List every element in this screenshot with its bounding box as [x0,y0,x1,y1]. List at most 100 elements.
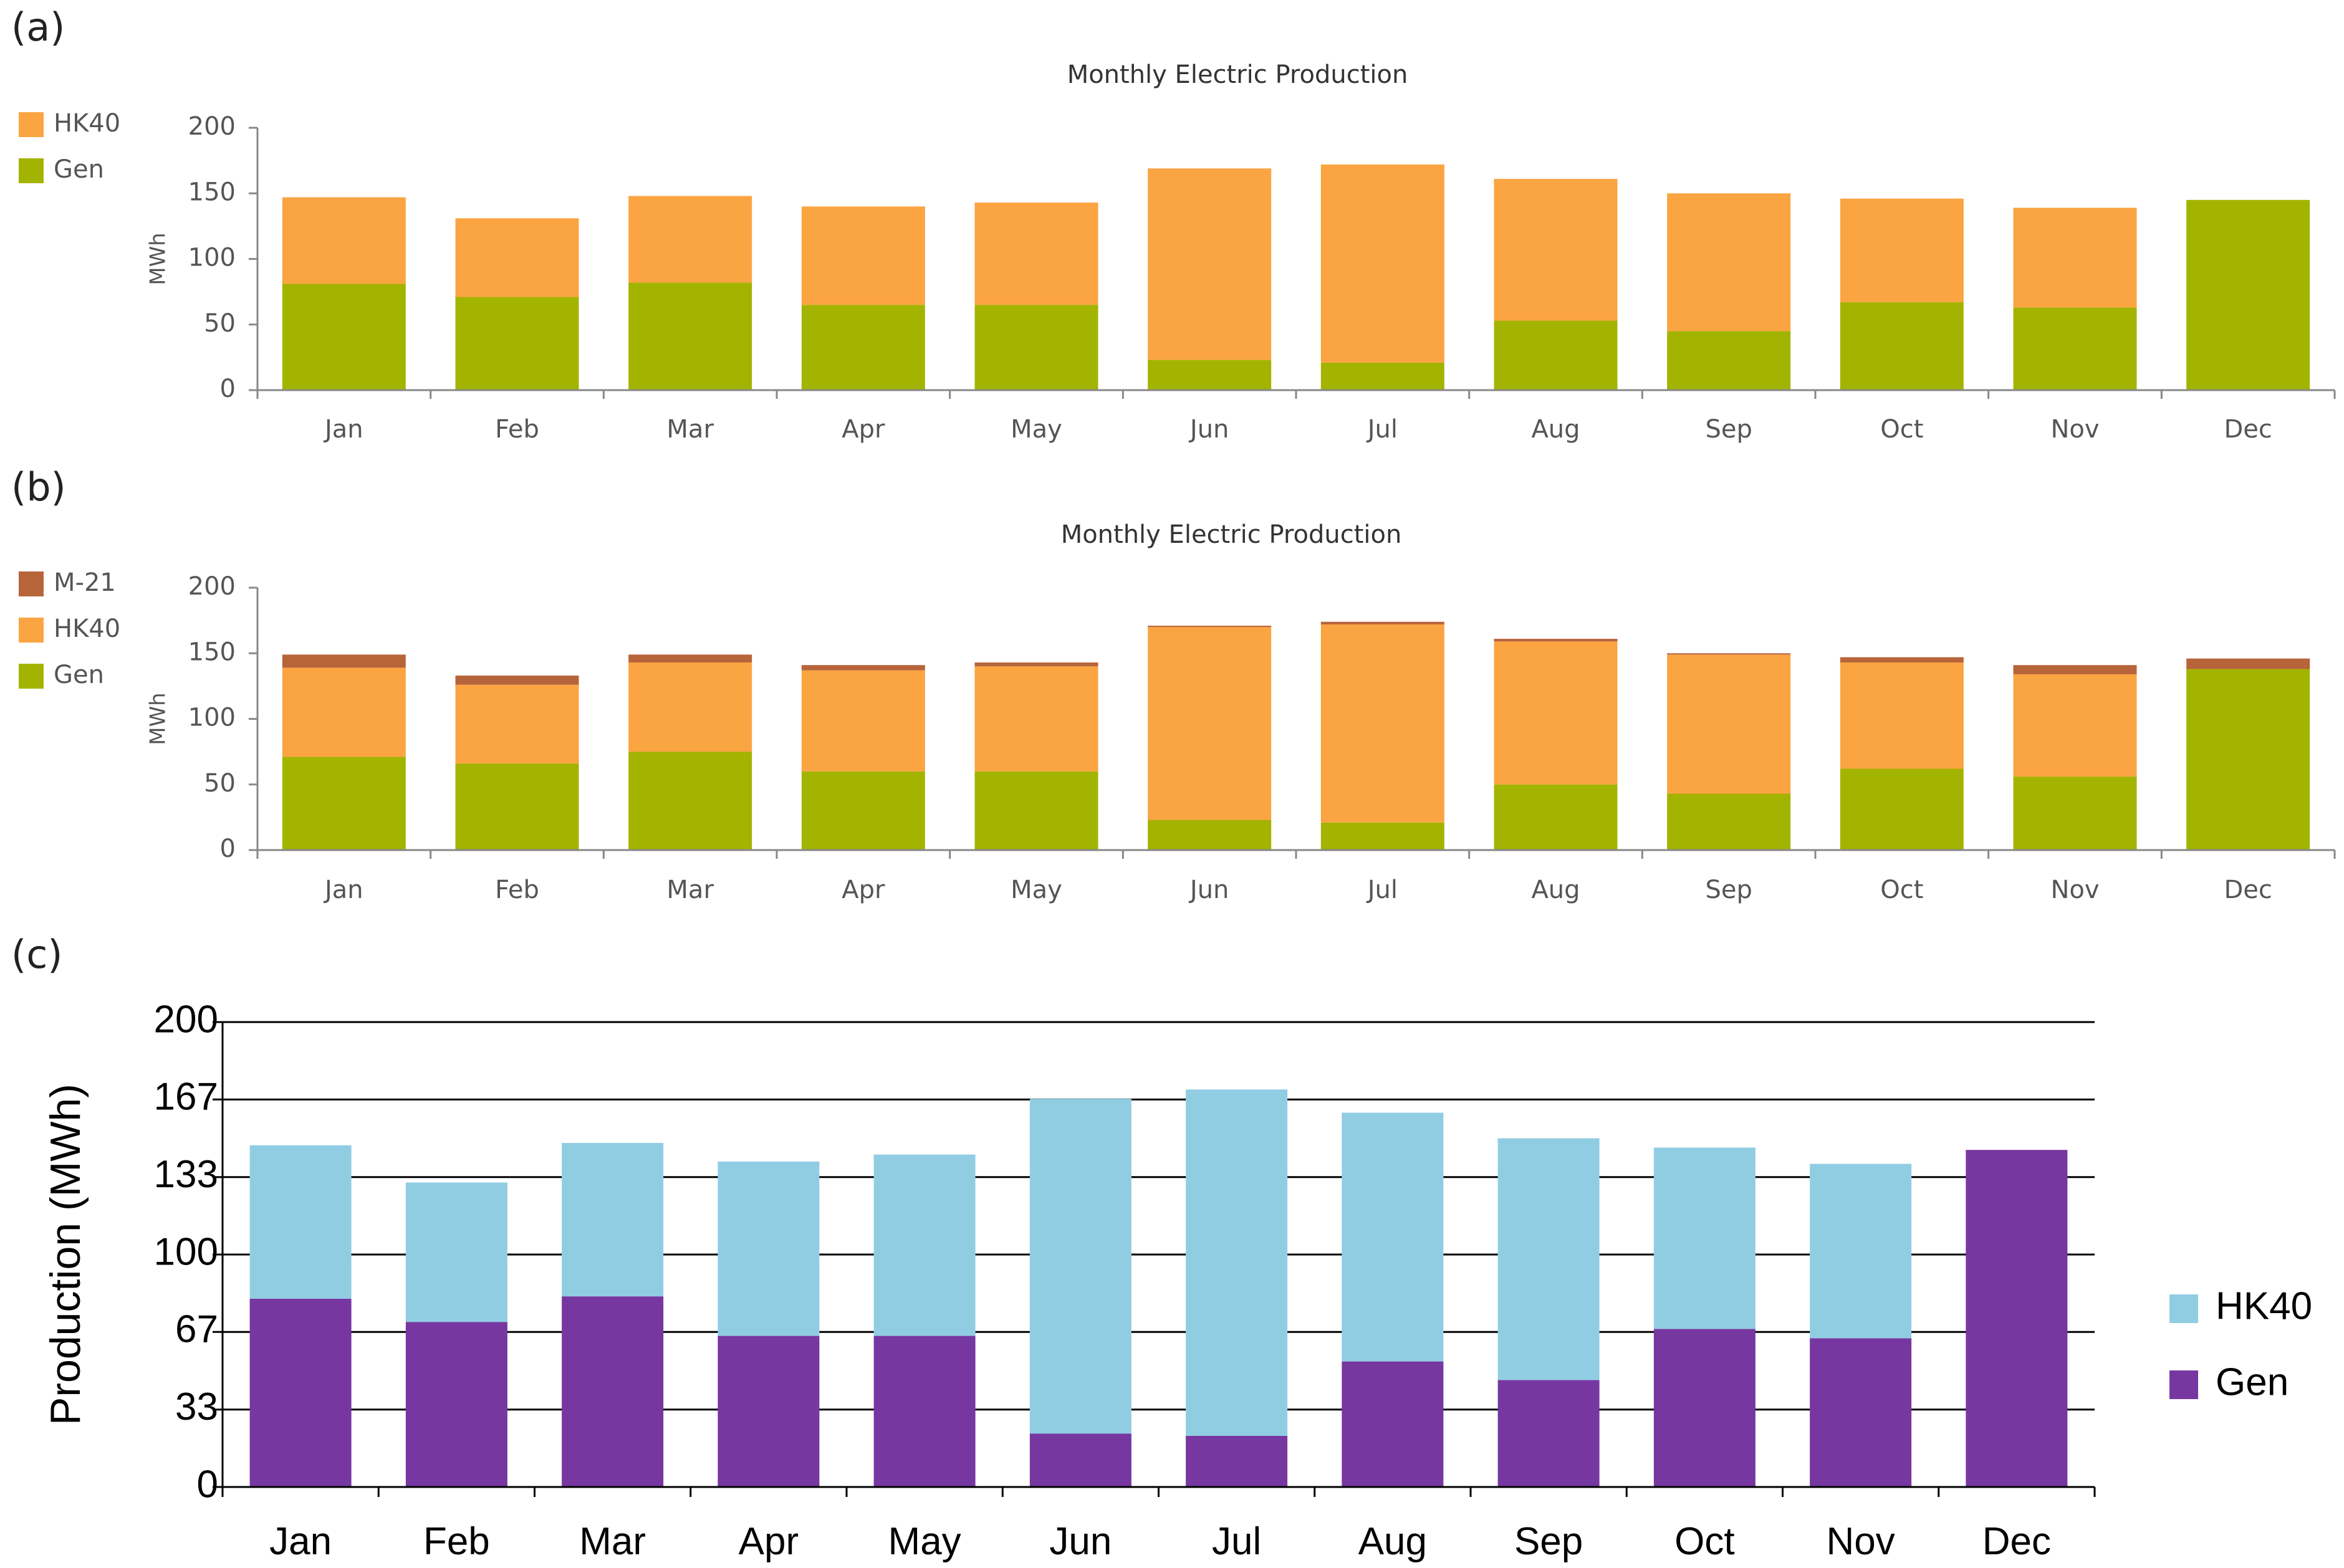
bar-hk40-aug [1494,179,1618,321]
y-tick-label: 50 [204,309,236,338]
bar-gen-may [974,771,1098,850]
y-tick-label: 100 [154,1230,218,1273]
bar-gen-nov [2013,307,2137,390]
bar-hk40-jul [1320,164,1444,363]
bar-hk40-may [974,202,1098,305]
legend-label: Gen [54,155,104,184]
bar-gen-oct [1840,302,1964,390]
x-tick-label: May [1011,415,1062,444]
bar-gen-sep [1667,793,1791,850]
x-tick-label: Mar [579,1520,646,1563]
x-tick-label: Oct [1880,876,1923,904]
x-tick-label: Oct [1880,415,1923,444]
chart-title: Monthly Electric Production [1067,60,1408,89]
y-tick-label: 150 [188,178,236,206]
x-tick-label: Sep [1514,1520,1583,1563]
bar-gen-oct [1653,1329,1756,1487]
bar-m-21-may [974,662,1098,667]
x-tick-label: Dec [2224,415,2272,444]
bar-gen-dec [1966,1150,2068,1487]
x-tick-label: Apr [739,1520,799,1563]
y-tick-label: 200 [154,998,218,1041]
bar-gen-nov [1810,1338,1912,1487]
x-tick-label: Aug [1531,415,1580,444]
bar-gen-apr [801,305,925,390]
x-tick-label: Aug [1358,1520,1427,1563]
bar-gen-jul [1320,822,1444,850]
x-tick-label: Feb [495,876,539,904]
bar-hk40-may [873,1154,976,1336]
bar-gen-sep [1667,331,1791,390]
bar-hk40-aug [1342,1112,1444,1362]
y-tick-label: 200 [188,572,236,601]
bar-gen-jul [1186,1435,1288,1487]
y-tick-label: 50 [204,769,236,798]
legend-label: M-21 [54,568,116,597]
bar-gen-apr [718,1336,820,1487]
x-tick-label: Nov [1826,1520,1895,1563]
bar-hk40-jun [1148,168,1272,360]
legend-swatch [19,158,44,183]
legend-label: Gen [54,661,104,689]
y-axis-label: MWh [146,692,171,745]
legend-label: Gen [2216,1360,2289,1403]
bar-gen-dec [2186,199,2310,390]
bar-hk40-nov [2013,208,2137,308]
y-tick-label: 150 [188,638,236,666]
x-tick-label: Aug [1531,876,1580,904]
bar-gen-oct [1840,768,1964,850]
bar-gen-nov [2013,777,2137,850]
bar-hk40-nov [1810,1164,1912,1339]
y-tick-label: 100 [188,704,236,732]
x-tick-label: Jun [1188,415,1229,444]
bar-gen-apr [801,771,925,850]
legend-swatch [2169,1370,2198,1399]
bar-hk40-feb [405,1182,507,1322]
bar-hk40-aug [1494,641,1618,785]
bar-m-21-jul [1320,621,1444,624]
bar-gen-aug [1494,320,1618,390]
bar-hk40-apr [801,206,925,305]
y-tick-label: 33 [175,1385,218,1428]
bar-gen-aug [1494,784,1618,850]
bar-gen-jun [1148,360,1272,390]
x-tick-label: Jun [1049,1520,1112,1563]
x-tick-label: Sep [1705,415,1752,444]
panel-label: (a) [11,4,65,50]
bar-m-21-sep [1667,653,1791,655]
bar-hk40-may [974,666,1098,772]
x-tick-label: Oct [1674,1520,1734,1563]
bar-gen-jan [282,284,406,390]
bar-hk40-jul [1320,624,1444,823]
bar-hk40-mar [628,662,752,752]
bar-hk40-apr [801,670,925,772]
bar-gen-feb [455,297,579,390]
legend-swatch [19,664,44,689]
y-tick-label: 0 [197,1463,218,1506]
bar-hk40-sep [1497,1138,1600,1380]
bar-hk40-apr [718,1161,820,1336]
x-tick-label: Jul [1212,1520,1261,1563]
y-tick-label: 133 [154,1153,218,1196]
panel-label: (c) [11,932,62,977]
legend-label: HK40 [54,614,120,643]
bar-m-21-apr [801,665,925,671]
chart-2: (b) Monthly Electric Production Jan Feb Mar A… [11,464,2336,904]
bar-hk40-sep [1667,654,1791,794]
x-tick-label: Dec [1982,1520,2051,1563]
bar-hk40-mar [628,196,752,283]
bar-gen-jul [1320,362,1444,390]
bar-gen-dec [2186,669,2310,850]
chart-3: (c) Jan Feb Mar Apr May Jun Jul Aug Sep Oct Nov Dec 0… [11,932,2312,1563]
bar-gen-jun [1148,820,1272,850]
bar-m-21-mar [628,654,752,662]
y-axis-label: MWh [146,232,171,285]
x-tick-label: May [1011,876,1062,904]
panel-label: (b) [11,464,66,510]
x-tick-label: Nov [2050,876,2099,904]
bar-hk40-jan [282,667,406,757]
legend-swatch [2169,1294,2198,1323]
x-tick-label: Jan [269,1520,332,1563]
legend-swatch [19,618,44,643]
